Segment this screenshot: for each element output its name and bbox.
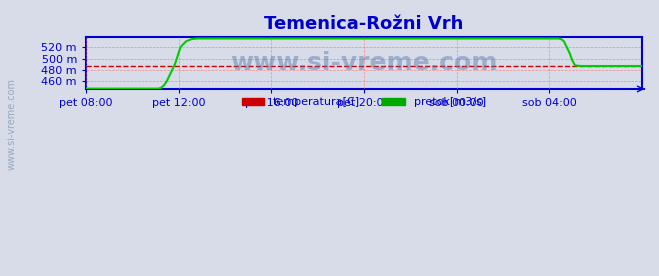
Title: Temenica-Rožni Vrh: Temenica-Rožni Vrh	[264, 15, 463, 33]
Text: www.si-vreme.com: www.si-vreme.com	[7, 78, 16, 170]
Text: www.si-vreme.com: www.si-vreme.com	[230, 51, 498, 75]
Legend: temperatura[C], pretok[m3/s]: temperatura[C], pretok[m3/s]	[238, 93, 490, 112]
